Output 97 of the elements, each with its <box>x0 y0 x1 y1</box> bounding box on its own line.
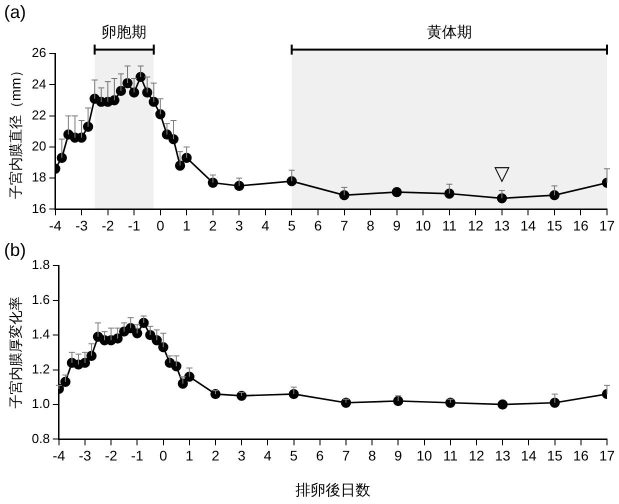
x-tick-label: -4 <box>49 217 62 234</box>
x-tick-label: 0 <box>156 217 164 234</box>
x-tick-label: 2 <box>212 447 220 464</box>
x-tick-label: 1 <box>185 447 194 464</box>
point <box>60 376 70 388</box>
x-tick-label: 10 <box>416 447 432 464</box>
x-tick-label: 9 <box>394 447 402 464</box>
y-tick-label: 1.2 <box>32 361 50 376</box>
x-tick-label: 7 <box>340 217 348 234</box>
point <box>112 333 123 344</box>
point <box>148 96 159 107</box>
x-tick-label: -2 <box>102 217 114 234</box>
annotation: ▽ <box>494 162 510 185</box>
x-tick-label: 14 <box>520 217 536 234</box>
point <box>549 190 560 200</box>
x-tick-label: 5 <box>290 447 298 464</box>
point <box>171 361 182 372</box>
y-tick-label: 16 <box>32 200 46 216</box>
x-tick-label: 6 <box>314 217 322 234</box>
y-tick-label: 18 <box>32 170 46 185</box>
x-tick-label: 10 <box>415 217 432 234</box>
y-axis-title: 子宮内膜直径（mm） <box>7 64 24 200</box>
x-tick-label: -3 <box>75 217 88 234</box>
x-tick-label: 11 <box>443 447 458 464</box>
point <box>142 87 152 98</box>
point <box>550 398 560 408</box>
point <box>392 186 402 198</box>
y-tick-label: 1.6 <box>32 292 50 307</box>
x-tick-label: 5 <box>288 217 296 234</box>
point <box>393 396 404 406</box>
point <box>168 134 179 144</box>
y-tick-label: 1.0 <box>32 396 50 412</box>
x-tick-label: 8 <box>366 217 375 234</box>
point <box>109 95 120 106</box>
x-axis-title: 排卵後日数 <box>295 482 370 500</box>
point <box>234 180 244 191</box>
x-tick-label: 13 <box>494 447 511 464</box>
point <box>56 152 67 163</box>
point <box>138 318 149 328</box>
x-tick-label: -3 <box>78 447 92 464</box>
point <box>128 87 140 98</box>
x-tick-label: 2 <box>209 217 217 234</box>
x-tick-label: 6 <box>316 447 324 464</box>
point <box>497 399 508 410</box>
point <box>444 188 454 199</box>
x-tick-label: 17 <box>599 217 615 234</box>
y-axis-title: 子宮内膜厚変化率 <box>7 296 24 408</box>
x-tick-label: 14 <box>520 447 537 464</box>
point <box>174 160 186 171</box>
x-tick-label: 3 <box>235 217 244 234</box>
x-tick-label: 3 <box>238 447 246 464</box>
x-tick-label: 15 <box>546 217 562 234</box>
point <box>152 335 162 346</box>
point <box>496 193 508 204</box>
x-tick-label: 4 <box>264 447 272 464</box>
x-tick-label: 11 <box>442 217 457 234</box>
x-tick-label: -1 <box>128 217 141 234</box>
point <box>184 372 194 382</box>
point <box>155 109 166 120</box>
x-tick-label: 12 <box>468 217 484 234</box>
x-tick-label: 16 <box>573 447 589 464</box>
x-tick-label: 17 <box>599 447 615 464</box>
x-tick-label: 16 <box>572 217 589 234</box>
x-tick-label: 4 <box>262 217 270 234</box>
y-tick-label: 1.8 <box>32 257 50 272</box>
x-tick-label: 1 <box>182 217 191 234</box>
y-tick-label: 20 <box>32 138 46 154</box>
x-tick-label: 8 <box>368 447 376 464</box>
point <box>83 122 94 132</box>
point <box>132 328 142 338</box>
x-tick-label: -4 <box>52 447 66 464</box>
chart-title: (b) <box>4 240 26 260</box>
point <box>80 358 90 368</box>
x-tick-label: -1 <box>130 447 144 464</box>
x-tick-label: 15 <box>547 447 563 464</box>
point <box>288 388 299 400</box>
x-tick-label: 7 <box>342 447 350 464</box>
x-tick-label: 0 <box>159 447 168 464</box>
point <box>122 78 133 88</box>
point <box>116 86 126 96</box>
point <box>182 152 192 163</box>
y-tick-label: 22 <box>32 107 46 122</box>
chart-title: (a) <box>4 2 26 22</box>
x-tick-label: 12 <box>468 447 484 464</box>
band-label: 黄体期 <box>426 24 472 42</box>
y-tick-label: 26 <box>32 45 46 60</box>
x-tick-label: -2 <box>104 447 118 464</box>
point <box>208 178 218 188</box>
x-tick-label: 13 <box>494 217 510 234</box>
point <box>136 72 146 82</box>
y-tick-label: 0.8 <box>32 430 50 446</box>
y-tick-label: 1.4 <box>32 326 50 342</box>
y-tick-label: 24 <box>32 76 46 92</box>
point <box>86 350 97 361</box>
point <box>178 378 188 389</box>
band-label: 卵胞期 <box>102 24 147 42</box>
x-tick-label: 9 <box>392 217 401 234</box>
